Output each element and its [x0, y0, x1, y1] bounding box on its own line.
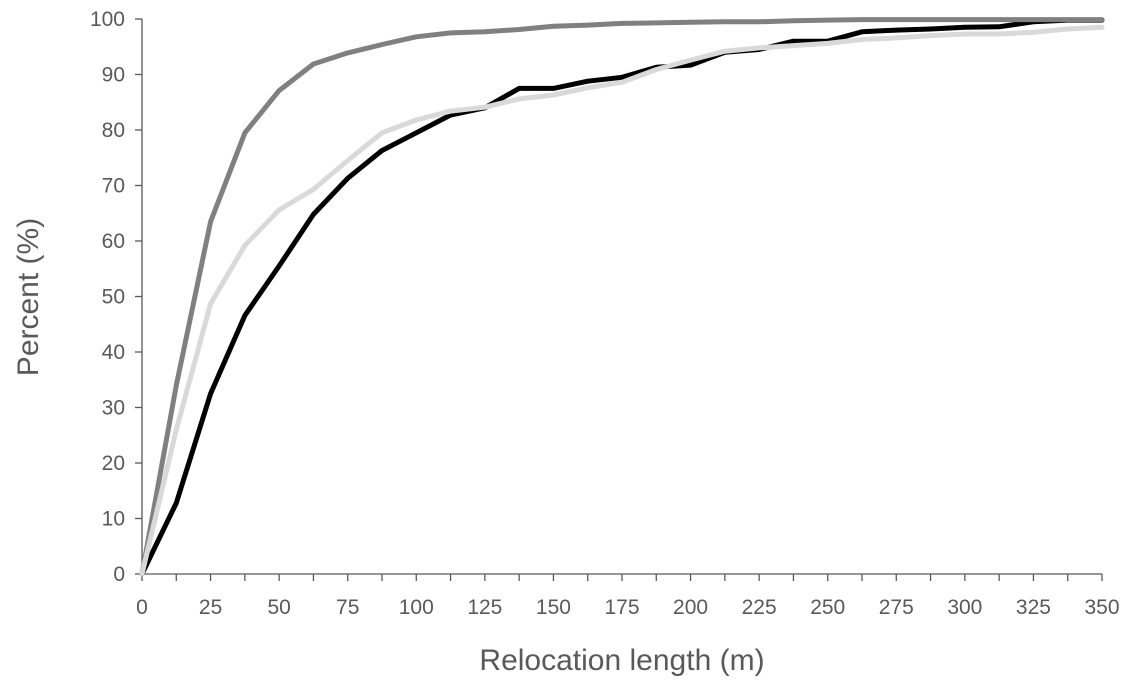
y-tick-label: 20 [102, 452, 125, 475]
x-tick-label: 125 [467, 596, 502, 619]
y-tick-label: 60 [102, 230, 125, 253]
x-tick-label: 200 [673, 596, 708, 619]
y-tick-label: 90 [102, 64, 125, 87]
y-axis: 0 10 20 30 40 50 60 70 80 90 100 [90, 8, 143, 586]
x-tick-label: 75 [336, 596, 359, 619]
y-tick-label: 10 [102, 508, 125, 531]
x-tick-label: 25 [199, 596, 222, 619]
series-line-2 [139, 17, 1105, 577]
x-tick-label: 100 [399, 596, 434, 619]
x-tick-label: 325 [1016, 596, 1051, 619]
x-tick-label: 350 [1084, 596, 1119, 619]
y-tick-label: 70 [102, 175, 125, 198]
y-tick-label: 30 [102, 397, 125, 420]
series-line-3 [139, 24, 1105, 577]
series-line-1 [139, 17, 1105, 577]
x-tick-label: 0 [136, 596, 148, 619]
x-tick-label: 175 [604, 596, 639, 619]
x-tick-label: 300 [947, 596, 982, 619]
x-tick-label: 225 [742, 596, 777, 619]
x-axis: 0 25 50 75 100 125 150 175 200 225 250 275 300 325 350 [136, 573, 1120, 619]
x-tick-label: 50 [267, 596, 290, 619]
y-tick-label: 100 [90, 8, 125, 31]
y-tick-label: 80 [102, 119, 125, 142]
x-tick-label: 250 [810, 596, 845, 619]
y-tick-label: 50 [102, 286, 125, 309]
y-tick-label: 0 [113, 563, 125, 586]
y-axis-title: Percent (%) [12, 218, 45, 376]
x-tick-label: 275 [879, 596, 914, 619]
series-layer [139, 17, 1105, 577]
y-tick-label: 40 [102, 341, 125, 364]
x-axis-title: Relocation length (m) [479, 644, 764, 677]
x-tick-label: 150 [536, 596, 571, 619]
